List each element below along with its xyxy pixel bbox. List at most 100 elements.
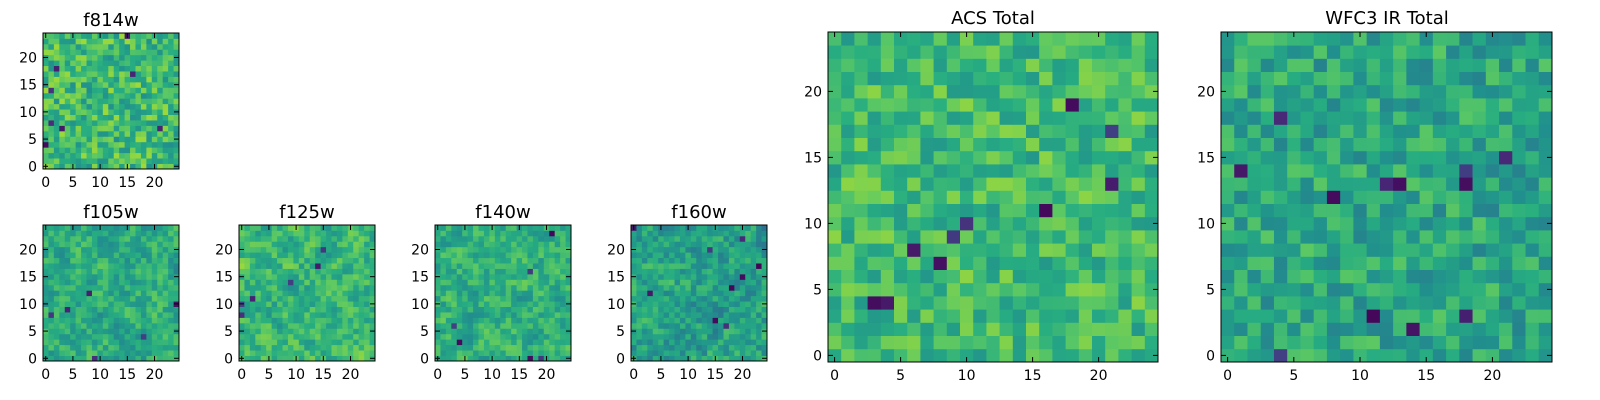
heatmap-cell: [358, 235, 365, 242]
heatmap-cell: [271, 279, 278, 286]
heatmap-cell: [894, 71, 908, 86]
heatmap-cell: [108, 49, 115, 56]
heatmap-cell: [1078, 348, 1093, 363]
heatmap-cell: [494, 312, 501, 318]
heatmap-cell: [1525, 124, 1540, 138]
heatmap-cell: [511, 306, 517, 313]
heatmap-cell: [277, 279, 283, 286]
heatmap-cell: [478, 273, 485, 280]
heatmap-cell: [1260, 190, 1275, 204]
heatmap-cell: [467, 225, 474, 231]
heatmap-cell: [1287, 282, 1301, 297]
heatmap-cell: [1131, 243, 1146, 257]
heatmap-cell: [1432, 203, 1447, 218]
heatmap-cell: [81, 98, 87, 105]
heatmap-cell: [146, 252, 153, 259]
heatmap-cell: [1432, 296, 1447, 310]
heatmap-cell: [336, 273, 343, 280]
heatmap-cell: [113, 60, 120, 67]
heatmap-cell: [750, 257, 757, 264]
heatmap-cell: [867, 322, 882, 336]
heatmap-cell: [119, 54, 125, 61]
heatmap-cell: [64, 120, 71, 126]
heatmap-cell: [1340, 230, 1354, 244]
heatmap-cell: [1039, 58, 1053, 72]
heatmap-cell: [91, 252, 98, 259]
heatmap-cell: [59, 54, 66, 61]
heatmap-cell: [146, 109, 153, 115]
heatmap-cell: [309, 279, 316, 286]
heatmap-cell: [347, 290, 354, 297]
heatmap-cell: [1026, 216, 1040, 231]
heatmap-cell: [1065, 111, 1080, 125]
heatmap-cell: [119, 136, 125, 143]
heatmap-cell: [1393, 58, 1407, 72]
heatmap-cell: [249, 252, 256, 259]
heatmap-cell: [1300, 322, 1315, 336]
heatmap-cell: [119, 163, 125, 170]
heatmap-cell: [48, 263, 55, 269]
heatmap-cell: [435, 290, 441, 297]
heatmap-cell: [244, 252, 251, 259]
heatmap-cell: [81, 301, 87, 307]
heatmap-cell: [1499, 137, 1513, 152]
heatmap-cell: [369, 284, 376, 291]
heatmap-cell: [841, 177, 855, 191]
heatmap-cell: [86, 235, 93, 242]
heatmap-cell: [249, 235, 256, 242]
heatmap-cell: [1039, 309, 1053, 323]
heatmap-cell: [543, 322, 550, 329]
heatmap-cell: [81, 312, 87, 318]
heatmap-cell: [907, 243, 921, 257]
heatmap-cell: [315, 306, 321, 313]
heatmap-cell: [712, 257, 719, 264]
heatmap-cell: [1485, 243, 1500, 257]
heatmap-cell: [53, 103, 60, 110]
heatmap-cell: [522, 344, 528, 351]
heatmap-cell: [1353, 137, 1368, 152]
heatmap-cell: [1026, 45, 1040, 59]
heatmap-cell: [342, 339, 349, 346]
heatmap-cell: [331, 235, 338, 242]
heatmap-cell: [64, 60, 71, 67]
heatmap-cell: [750, 295, 757, 302]
heatmap-cell: [478, 241, 485, 248]
heatmap-cell: [75, 241, 82, 248]
heatmap-cell: [1131, 177, 1146, 191]
heatmap-cell: [494, 301, 501, 307]
heatmap-cell: [554, 344, 561, 351]
heatmap-cell: [162, 49, 169, 56]
heatmap-cell: [255, 230, 262, 237]
heatmap-cell: [1499, 296, 1513, 310]
heatmap-cell: [86, 152, 93, 159]
heatmap-cell: [86, 344, 93, 351]
heatmap-cell: [75, 301, 82, 307]
heatmap-cell: [342, 252, 349, 259]
heatmap-cell: [565, 279, 572, 286]
heatmap-cell: [140, 279, 147, 286]
heatmap-cell: [271, 273, 278, 280]
heatmap-cell: [353, 235, 360, 242]
heatmap-cell: [549, 306, 556, 313]
heatmap-cell: [1078, 137, 1093, 152]
heatmap-cell: [266, 263, 273, 269]
heatmap-cell: [277, 252, 283, 259]
heatmap-cell: [1131, 32, 1146, 46]
heatmap-cell: [102, 98, 109, 105]
heatmap-cell: [1525, 348, 1540, 363]
heatmap-cell: [255, 333, 262, 340]
heatmap-cell: [483, 246, 490, 253]
heatmap-cell: [304, 225, 311, 231]
heatmap-cell: [1287, 256, 1301, 270]
heatmap-cell: [266, 344, 273, 351]
heatmap-cell: [1499, 45, 1513, 59]
heatmap-cell: [473, 290, 479, 297]
heatmap-cell: [1221, 322, 1235, 336]
heatmap-cell: [867, 32, 882, 46]
heatmap-cell: [679, 257, 686, 264]
heatmap-cell: [516, 290, 523, 297]
heatmap-cell: [364, 333, 370, 340]
heatmap-cell: [745, 350, 752, 356]
heatmap-cell: [1525, 216, 1540, 231]
heatmap-cell: [244, 333, 251, 340]
